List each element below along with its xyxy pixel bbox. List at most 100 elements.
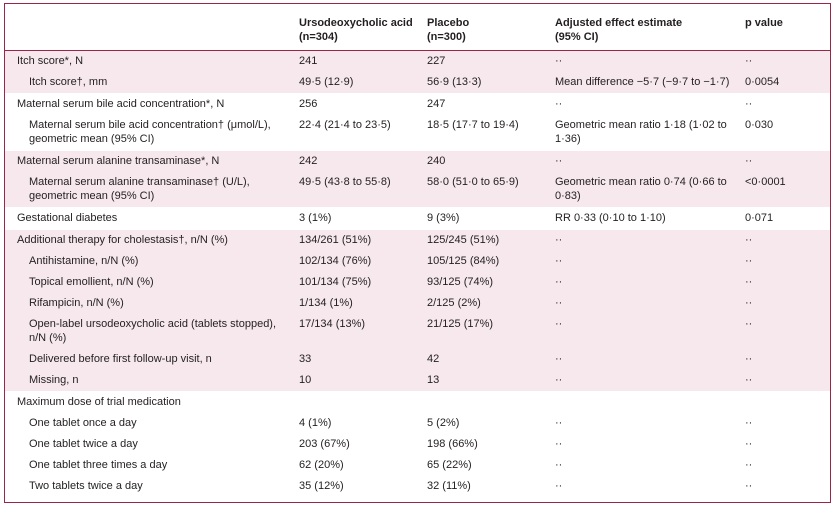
table-row: One tablet once a day 4 (1%) 5 (2%) ·· ·· [5,413,830,434]
table-row: Itch score*, N 241 227 ·· ·· [5,50,830,72]
cell: 256 [295,93,423,115]
cell: 0·071 [741,207,830,230]
cell: 17/134 (13%) [295,314,423,349]
cell: ·· [551,229,741,251]
row-label: Itch score*, N [5,50,295,72]
table-row: Topical emollient, n/N (%) 101/134 (75%) 9… [5,272,830,293]
cell: 101/134 (75%) [295,272,423,293]
cell: 9 (3%) [423,207,551,230]
row-label: One tablet once a day [29,417,137,429]
header-cell [5,4,295,51]
cell: ·· [551,93,741,115]
cell: 93/125 (74%) [423,272,551,293]
row-label: Maternal serum alanine transaminase*, N [5,150,295,172]
table-row: Maternal serum bile acid concentration† … [5,115,830,151]
cell: ·· [555,417,563,429]
table-row: Maternal serum bile acid concentration*,… [5,93,830,115]
cell: 56·9 (13·3) [423,72,551,94]
cell: 242 [295,150,423,172]
row-label: Maximum dose of trial medication [5,391,295,413]
row-label: One tablet twice a day [29,438,138,450]
cell: ·· [741,349,830,370]
cell [423,391,551,413]
table-row: Gestational diabetes 3 (1%) 9 (3%) RR 0·33 … [5,207,830,230]
row-label: Maternal serum bile acid concentration† … [29,119,271,145]
table-body: Itch score*, N 241 227 ·· ·· Itch score†, mm 4… [5,50,830,498]
cell: ·· [555,459,563,471]
cell: 5 (2%) [427,417,460,429]
table-header: Ursodeoxycholic acid (n=304) Placebo (n=300… [5,4,830,51]
cell: ·· [741,93,830,115]
cell: ·· [555,438,563,450]
header-cell: Ursodeoxycholic acid (n=304) [295,4,423,51]
table-row: Two tablets twice a day 35 (12%) 32 (11%) ·… [5,476,830,497]
row-label: Antihistamine, n/N (%) [5,251,295,272]
row-label: Additional therapy for cholestasis†, n/N… [5,229,295,251]
header-cell: Placebo (n=300) [423,4,551,51]
row-label: Open-label ursodeoxycholic acid (tablets… [5,314,295,349]
cell: Geometric mean ratio 1·18 (1·02 to 1·36) [555,119,727,145]
cell: ·· [551,293,741,314]
header-text: (95% CI) [555,31,599,43]
table-row: Additional therapy for cholestasis†, n/N… [5,229,830,251]
cell: 0·0054 [741,72,830,94]
cell: ·· [551,251,741,272]
row-label: Rifampicin, n/N (%) [5,293,295,314]
cell: ·· [745,480,753,492]
header-text: Ursodeoxycholic acid [299,17,413,29]
cell: 21/125 (17%) [423,314,551,349]
row-label: Two tablets twice a day [29,480,143,492]
cell: ·· [551,370,741,392]
cell: Geometric mean ratio 0·74 (0·66 to 0·83) [551,172,741,208]
table-row: Maternal serum alanine transaminase† (U/… [5,172,830,208]
cell [551,391,741,413]
cell: ·· [551,272,741,293]
cell: 58·0 (51·0 to 65·9) [423,172,551,208]
table-row: Delivered before first follow-up visit, … [5,349,830,370]
cell: ·· [551,349,741,370]
cell: Mean difference −5·7 (−9·7 to −1·7) [551,72,741,94]
cell: 241 [295,50,423,72]
cell: ·· [741,293,830,314]
cell: 227 [423,50,551,72]
table-row: Open-label ursodeoxycholic acid (tablets… [5,314,830,349]
cell: 13 [423,370,551,392]
cell: 125/245 (51%) [423,229,551,251]
cell: ·· [741,272,830,293]
cell: ·· [741,370,830,392]
header-text: Placebo [427,17,470,29]
cell: ·· [551,314,741,349]
row-label: Delivered before first follow-up visit, … [5,349,295,370]
table-row: Missing, n 10 13 ·· ·· [5,370,830,392]
cell: 203 (67%) [299,438,350,450]
cell: 18·5 (17·7 to 19·4) [427,119,519,131]
cell: ·· [741,229,830,251]
table-row: Antihistamine, n/N (%) 102/134 (76%) 105/1… [5,251,830,272]
table-row: Rifampicin, n/N (%) 1/134 (1%) 2/125 (2%) ·… [5,293,830,314]
cell [295,391,423,413]
row-label: Maternal serum alanine transaminase† (U/… [5,172,295,208]
cell: 62 (20%) [299,459,344,471]
cell: 198 (66%) [427,438,478,450]
cell: 35 (12%) [299,480,344,492]
table-row: One tablet twice a day 203 (67%) 198 (66%)… [5,434,830,455]
results-table: Ursodeoxycholic acid (n=304) Placebo (n=300… [5,4,830,497]
cell: ·· [745,438,753,450]
cell: RR 0·33 (0·10 to 1·10) [551,207,741,230]
cell: 42 [423,349,551,370]
cell: 134/261 (51%) [295,229,423,251]
cell: ·· [551,50,741,72]
header-row: Ursodeoxycholic acid (n=304) Placebo (n=300… [5,4,830,51]
cell: 2/125 (2%) [423,293,551,314]
row-label: Itch score†, mm [5,72,295,94]
cell: 33 [295,349,423,370]
cell: 4 (1%) [299,417,332,429]
cell: 49·5 (12·9) [295,72,423,94]
cell: ·· [555,480,563,492]
header-text: p value [745,17,783,29]
cell: 247 [423,93,551,115]
table-frame: Ursodeoxycholic acid (n=304) Placebo (n=300… [4,3,831,503]
table-row: One tablet three times a day 62 (20%) 65 (… [5,455,830,476]
